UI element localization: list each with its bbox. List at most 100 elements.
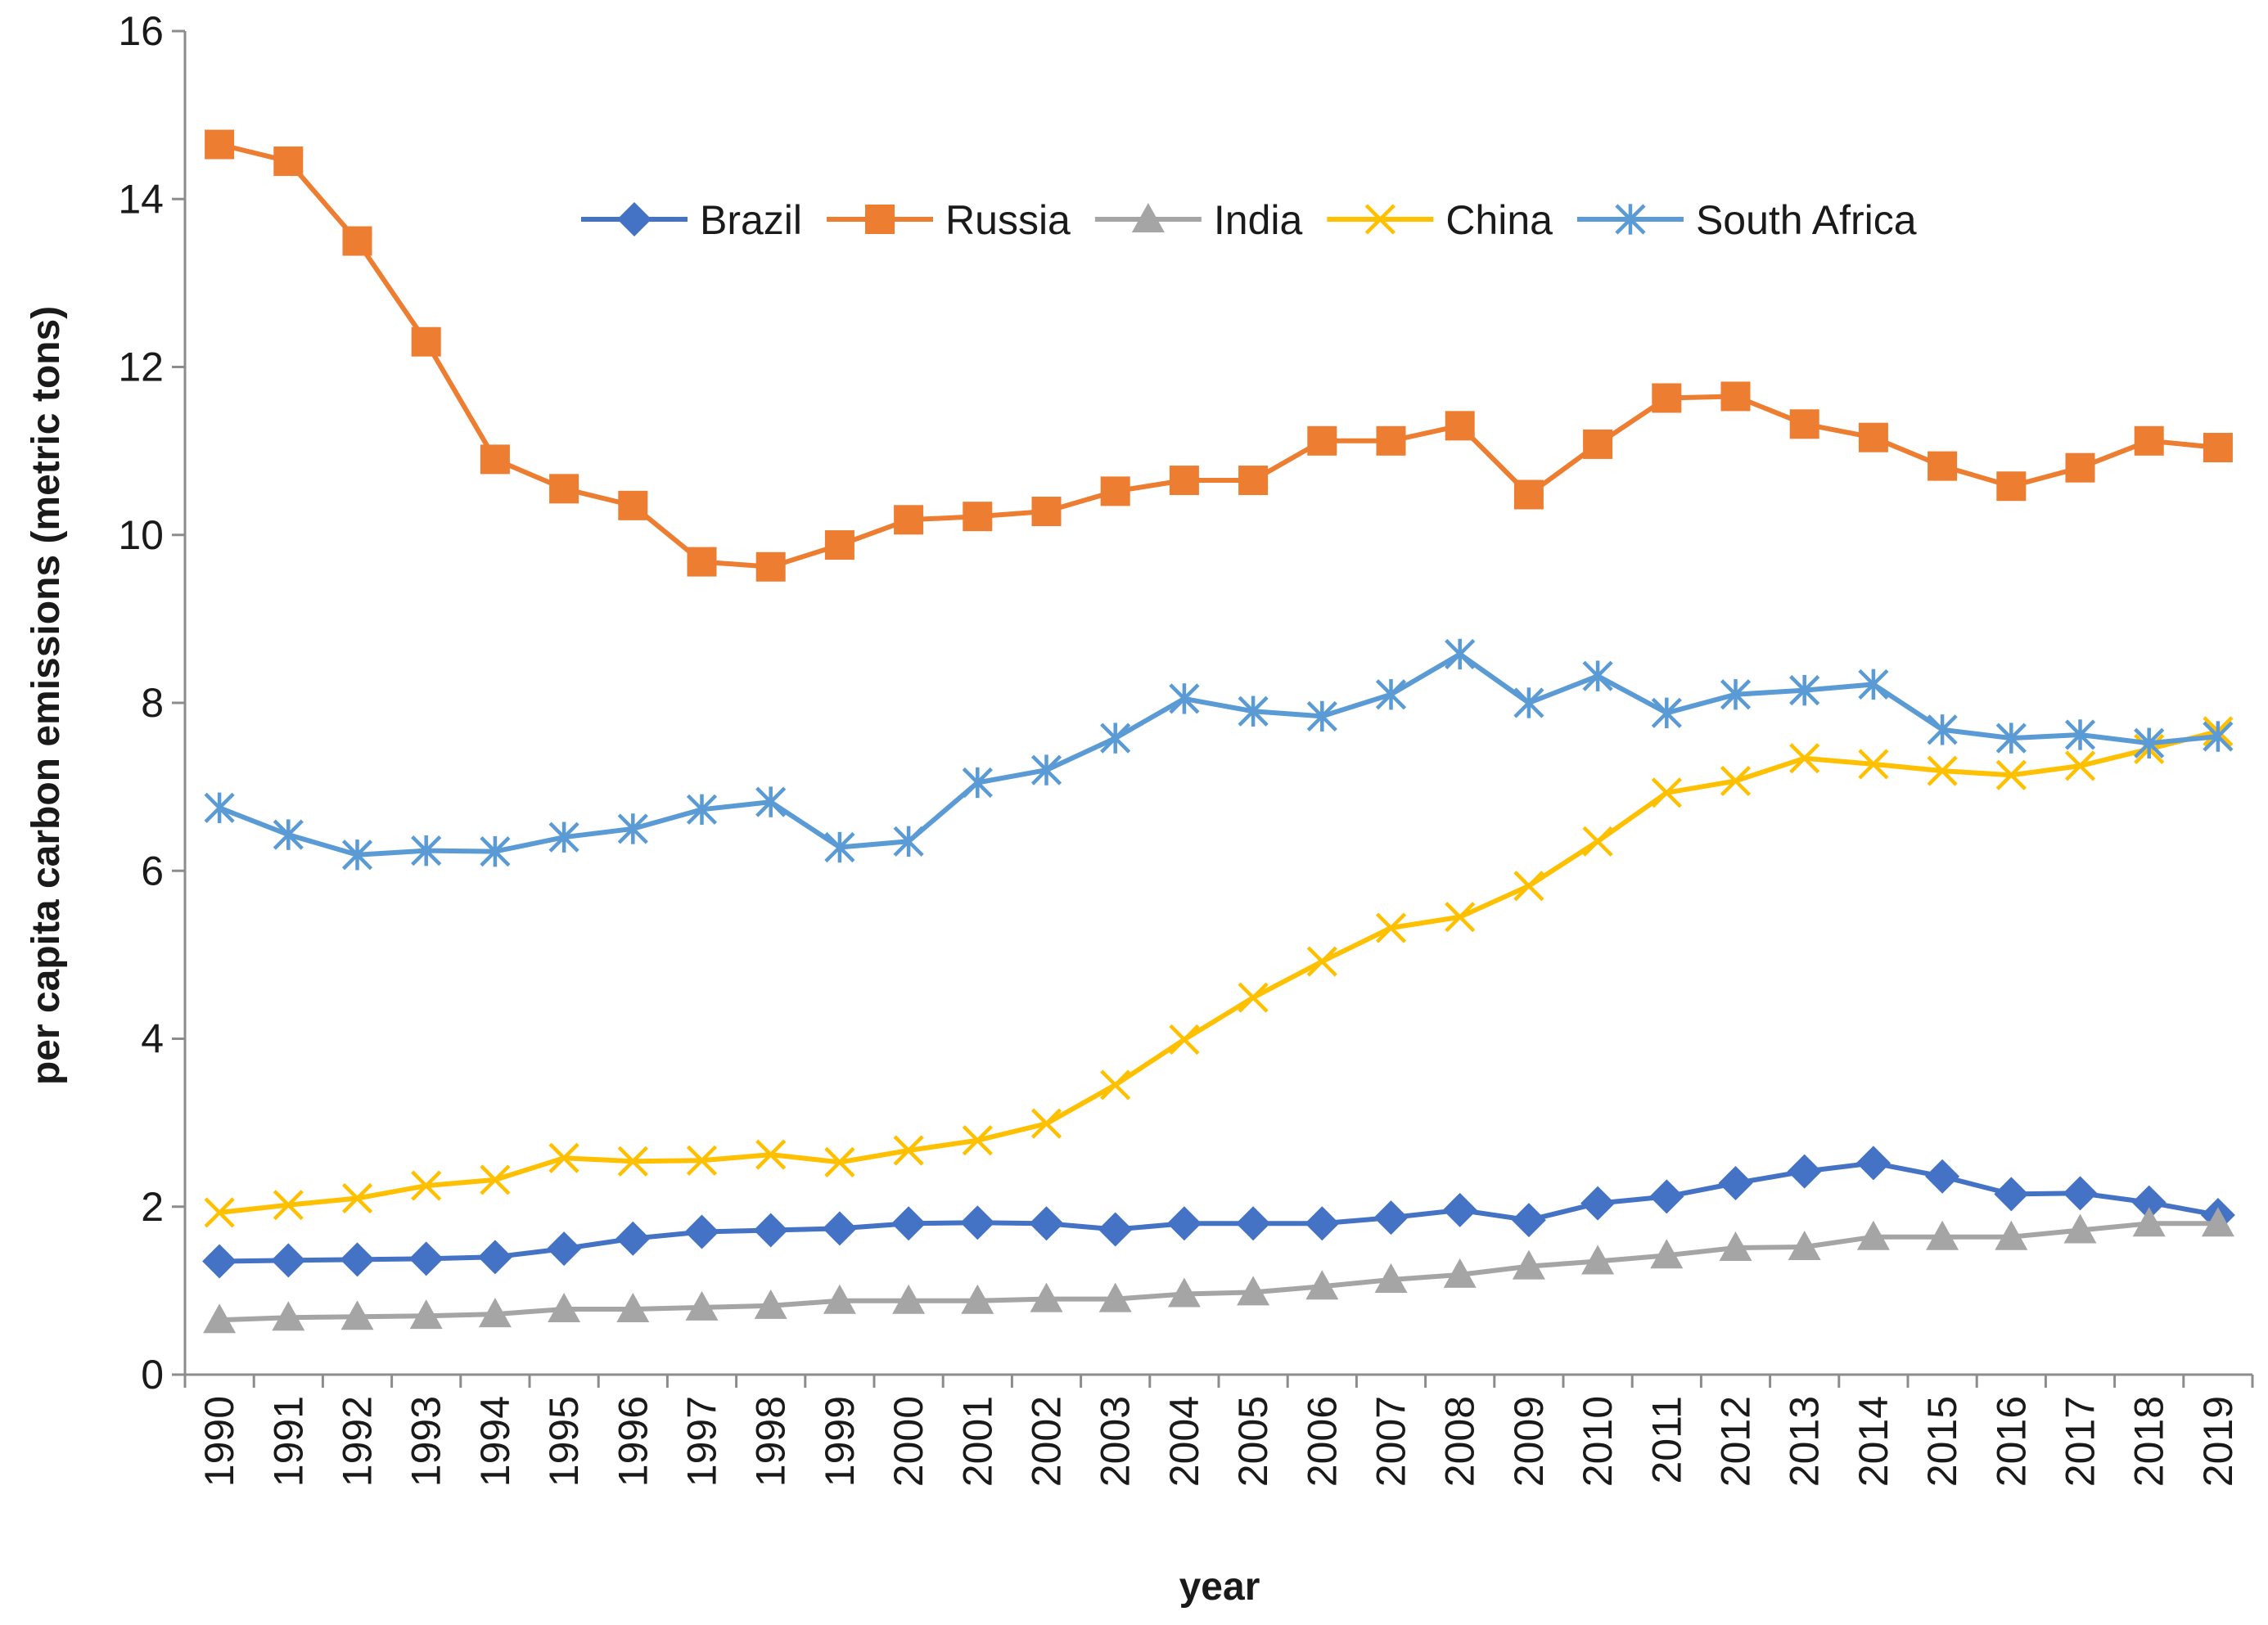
south-africa-point — [1375, 679, 1407, 710]
south-africa-point — [1995, 722, 2027, 754]
china-point — [1445, 902, 1476, 933]
south-africa-point — [617, 813, 648, 844]
x-tick-label: 2009 — [1506, 1396, 1552, 1487]
india-point — [1856, 1220, 1890, 1250]
x-tick-label: 2013 — [1782, 1396, 1828, 1487]
legend-marker — [1131, 203, 1165, 232]
legend-item-south-africa: South Africa — [1576, 197, 1917, 243]
x-tick-label: 2019 — [2195, 1396, 2241, 1487]
south-africa-point — [1582, 660, 1613, 691]
india-line — [219, 1221, 2218, 1323]
china-point — [1927, 755, 1958, 786]
china-point — [1858, 749, 1889, 780]
legend-label: India — [1214, 197, 1303, 243]
brazil-point — [1373, 1200, 1409, 1236]
india-point — [1926, 1220, 1959, 1250]
india-point — [409, 1299, 443, 1330]
x-tick-label: 2017 — [2058, 1396, 2103, 1487]
brazil-point — [2063, 1176, 2098, 1211]
south-africa-point — [2134, 727, 2165, 758]
x-tick-label: 2008 — [1437, 1396, 1483, 1487]
x-tick-label: 1991 — [265, 1396, 311, 1487]
brazil-point — [1236, 1206, 1271, 1241]
x-tick-label: 2006 — [1299, 1396, 1345, 1487]
legend-marker — [1364, 204, 1396, 235]
legend: Brazil Russia India China South Africa — [581, 197, 1917, 243]
china-point — [1995, 759, 2027, 790]
brazil-point — [1511, 1203, 1546, 1238]
india-point — [2132, 1207, 2166, 1237]
south-africa-point — [1927, 714, 1958, 745]
india-point — [892, 1284, 926, 1314]
russia-point — [273, 146, 304, 177]
x-tick-label: 2004 — [1161, 1396, 1207, 1487]
x-tick-label: 2010 — [1575, 1396, 1621, 1487]
china-point — [755, 1139, 787, 1170]
series-india — [203, 1207, 2234, 1334]
x-tick-label: 2012 — [1713, 1396, 1759, 1487]
legend-label: China — [1445, 197, 1553, 243]
x-tick-label: 1995 — [541, 1396, 587, 1487]
series-south-africa — [204, 638, 2234, 871]
india-point — [2063, 1213, 2097, 1244]
india-point — [1581, 1245, 1615, 1275]
y-axis-title: per capita carbon emissions (metric tons… — [25, 306, 68, 1085]
china-point — [1582, 826, 1613, 857]
india-point — [754, 1289, 787, 1319]
x-tick-label: 2014 — [1851, 1396, 1896, 1487]
y-tick-label: 14 — [118, 176, 164, 222]
china-point — [686, 1145, 718, 1176]
china-point — [824, 1146, 855, 1177]
x-tick-label: 2018 — [2126, 1396, 2172, 1487]
russia-point — [411, 326, 441, 357]
brazil-point — [753, 1213, 788, 1248]
brazil-point — [1305, 1206, 1340, 1241]
russia-point — [1031, 497, 1062, 527]
x-tick-label: 2000 — [886, 1396, 931, 1487]
china-line — [219, 728, 2219, 1215]
south-africa-point — [548, 822, 579, 853]
y-tick-label: 16 — [118, 8, 164, 54]
china-point — [548, 1142, 579, 1173]
brazil-point — [1029, 1206, 1064, 1241]
legend-label: Brazil — [700, 197, 802, 243]
x-tick-label: 1998 — [748, 1396, 794, 1487]
india-point — [478, 1298, 512, 1328]
russia-point — [342, 226, 372, 256]
y-tick-label: 2 — [141, 1184, 164, 1230]
brazil-line — [219, 1160, 2219, 1264]
y-tick-label: 8 — [141, 680, 164, 726]
russia-point — [963, 502, 993, 532]
south-africa-point — [686, 794, 718, 826]
south-africa-point — [1789, 674, 1820, 706]
brazil-point — [477, 1240, 512, 1275]
china-point — [204, 1197, 235, 1228]
india-point — [548, 1292, 581, 1322]
south-africa-point — [1306, 700, 1337, 732]
china-point — [1238, 982, 1269, 1013]
brazil-point — [1098, 1212, 1133, 1247]
south-africa-point — [1169, 683, 1200, 714]
india-point — [1788, 1231, 1821, 1261]
series-brazil — [202, 1146, 2235, 1279]
china-point — [1720, 765, 1752, 797]
legend-item-russia: Russia — [827, 197, 1071, 243]
x-tick-label: 2002 — [1024, 1396, 1070, 1487]
x-tick-label: 1990 — [196, 1396, 242, 1487]
brazil-point — [684, 1214, 719, 1249]
brazil-point — [202, 1244, 237, 1279]
china-point — [1169, 1024, 1200, 1056]
india-point — [1512, 1249, 1545, 1280]
india-point — [1374, 1263, 1408, 1294]
russia-point — [755, 551, 786, 582]
russia-point — [618, 490, 648, 520]
south-africa-point — [341, 840, 373, 871]
russia-point — [1169, 466, 1199, 496]
brazil-point — [340, 1242, 375, 1277]
x-tick-label: 1996 — [610, 1396, 656, 1487]
brazil-point — [2131, 1185, 2167, 1220]
china-point — [1100, 1069, 1131, 1101]
russia-point — [1996, 471, 2027, 502]
